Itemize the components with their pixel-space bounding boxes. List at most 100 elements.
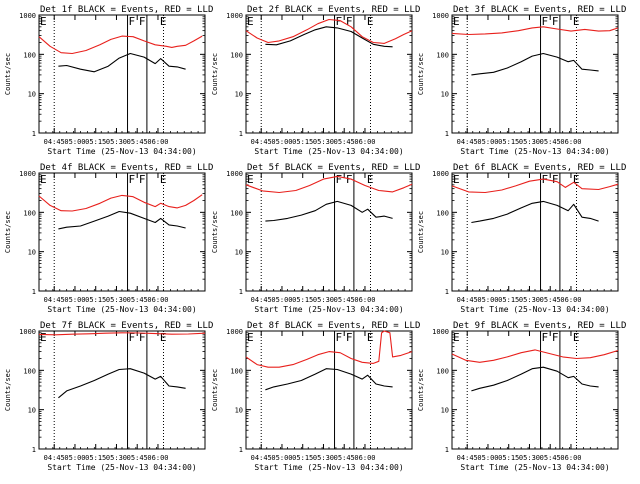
plot-frame — [451, 172, 619, 292]
x-tick-label: 05:00 — [64, 454, 85, 462]
y-axis-label: Counts/sec — [4, 211, 12, 253]
x-tick-label: 04:45 — [457, 138, 478, 146]
x-axis-label: Start Time (25-Nov-13 04:34:00) — [254, 463, 403, 472]
lld-series-line — [245, 18, 413, 44]
x-tick-label: 05:30 — [519, 138, 540, 146]
marker-label: E — [367, 173, 374, 186]
x-tick-label: 05:15 — [498, 138, 519, 146]
x-tick-label: 05:00 — [477, 138, 498, 146]
x-tick-label: 05:45 — [127, 138, 148, 146]
y-tick-label: 1000 — [19, 12, 36, 20]
chart-title: Det 7f BLACK = Events, RED = LLD — [40, 321, 213, 331]
y-tick-label: 100 — [230, 51, 243, 59]
x-tick-label: 05:30 — [519, 454, 540, 462]
panel-6: Det 6f BLACK = Events, RED = LLD Counts/s… — [417, 163, 626, 314]
y-tick-label: 1 — [239, 446, 243, 454]
marker-label: E — [367, 15, 374, 28]
y-tick-label: 1000 — [432, 12, 449, 20]
x-tick-label: 05:45 — [334, 138, 355, 146]
y-tick-label: 10 — [28, 91, 36, 99]
x-tick-label: 05:30 — [106, 454, 127, 462]
x-tick-label: 04:45 — [44, 454, 65, 462]
chart-title: Det 2f BLACK = Events, RED = LLD — [247, 5, 420, 15]
x-tick-label: 06:00 — [147, 138, 168, 146]
plot-frame — [245, 330, 413, 450]
x-axis-label: Start Time (25-Nov-13 04:34:00) — [460, 305, 609, 314]
events-series-line — [471, 366, 599, 392]
plot-frame — [38, 330, 206, 450]
x-tick-label: 05:00 — [477, 454, 498, 462]
y-tick-label: 1000 — [19, 170, 36, 178]
marker-label: F — [139, 15, 146, 28]
x-tick-label: 05:45 — [540, 454, 561, 462]
x-tick-label: 04:45 — [457, 296, 478, 304]
lld-series-line — [451, 349, 619, 363]
marker-label: E — [453, 173, 460, 186]
panel-9: Det 9f BLACK = Events, RED = LLD Counts/s… — [417, 321, 626, 472]
lld-series-line — [451, 178, 619, 194]
marker-label: F — [336, 331, 343, 344]
marker-label: E — [453, 15, 460, 28]
y-tick-label: 10 — [28, 407, 36, 415]
marker-label: F — [129, 15, 136, 28]
y-tick-label: 10 — [441, 91, 449, 99]
events-series-line — [58, 368, 186, 399]
events-series-line — [265, 200, 393, 222]
x-tick-label: 05:30 — [313, 296, 334, 304]
marker-label: F — [542, 331, 549, 344]
x-axis-label: Start Time (25-Nov-13 04:34:00) — [254, 305, 403, 314]
x-tick-label: 05:00 — [64, 296, 85, 304]
plot-frame — [38, 172, 206, 292]
events-series-line — [58, 52, 186, 73]
y-tick-label: 10 — [441, 407, 449, 415]
plot-frame — [38, 14, 206, 134]
y-tick-label: 1 — [445, 288, 449, 296]
x-tick-label: 04:45 — [457, 454, 478, 462]
marker-label: E — [40, 173, 47, 186]
y-tick-label: 1 — [32, 446, 36, 454]
y-tick-label: 100 — [23, 367, 36, 375]
y-tick-label: 1 — [239, 130, 243, 138]
y-tick-label: 100 — [23, 51, 36, 59]
y-tick-label: 100 — [436, 51, 449, 59]
x-tick-label: 05:45 — [334, 454, 355, 462]
x-tick-label: 04:45 — [251, 138, 272, 146]
x-tick-label: 05:45 — [334, 296, 355, 304]
marker-label: F — [552, 331, 559, 344]
x-tick-label: 04:45 — [44, 138, 65, 146]
x-axis-label: Start Time (25-Nov-13 04:34:00) — [47, 305, 196, 314]
marker-label: E — [40, 331, 47, 344]
plot-frame — [245, 172, 413, 292]
chart-title: Det 6f BLACK = Events, RED = LLD — [453, 163, 626, 173]
y-tick-label: 100 — [230, 367, 243, 375]
panel-5: Det 5f BLACK = Events, RED = LLD Counts/s… — [211, 163, 420, 314]
x-tick-label: 05:00 — [477, 296, 498, 304]
x-tick-label: 05:30 — [313, 454, 334, 462]
chart-title: Det 3f BLACK = Events, RED = LLD — [453, 5, 626, 15]
y-axis-label: Counts/sec — [417, 369, 425, 411]
x-tick-label: 05:45 — [127, 454, 148, 462]
x-tick-label: 06:00 — [560, 454, 581, 462]
x-axis-label: Start Time (25-Nov-13 04:34:00) — [460, 463, 609, 472]
y-tick-label: 1000 — [226, 170, 243, 178]
marker-label: F — [346, 15, 353, 28]
chart-title: Det 5f BLACK = Events, RED = LLD — [247, 163, 420, 173]
events-series-line — [265, 26, 393, 48]
plot-frame — [245, 14, 413, 134]
x-tick-label: 06:00 — [147, 454, 168, 462]
marker-label: E — [573, 331, 580, 344]
marker-label: E — [160, 331, 167, 344]
x-axis-label: Start Time (25-Nov-13 04:34:00) — [47, 463, 196, 472]
chart-title: Det 4f BLACK = Events, RED = LLD — [40, 163, 213, 173]
marker-label: E — [367, 331, 374, 344]
x-tick-label: 05:00 — [64, 138, 85, 146]
y-tick-label: 100 — [436, 209, 449, 217]
x-axis-label: Start Time (25-Nov-13 04:34:00) — [460, 147, 609, 156]
lld-series-line — [38, 194, 203, 212]
x-tick-label: 04:45 — [44, 296, 65, 304]
x-tick-label: 05:30 — [519, 296, 540, 304]
marker-label: E — [453, 331, 460, 344]
x-tick-label: 05:15 — [292, 454, 313, 462]
panel-7: Det 7f BLACK = Events, RED = LLD Counts/s… — [4, 321, 213, 472]
panel-8: Det 8f BLACK = Events, RED = LLD Counts/s… — [211, 321, 420, 472]
